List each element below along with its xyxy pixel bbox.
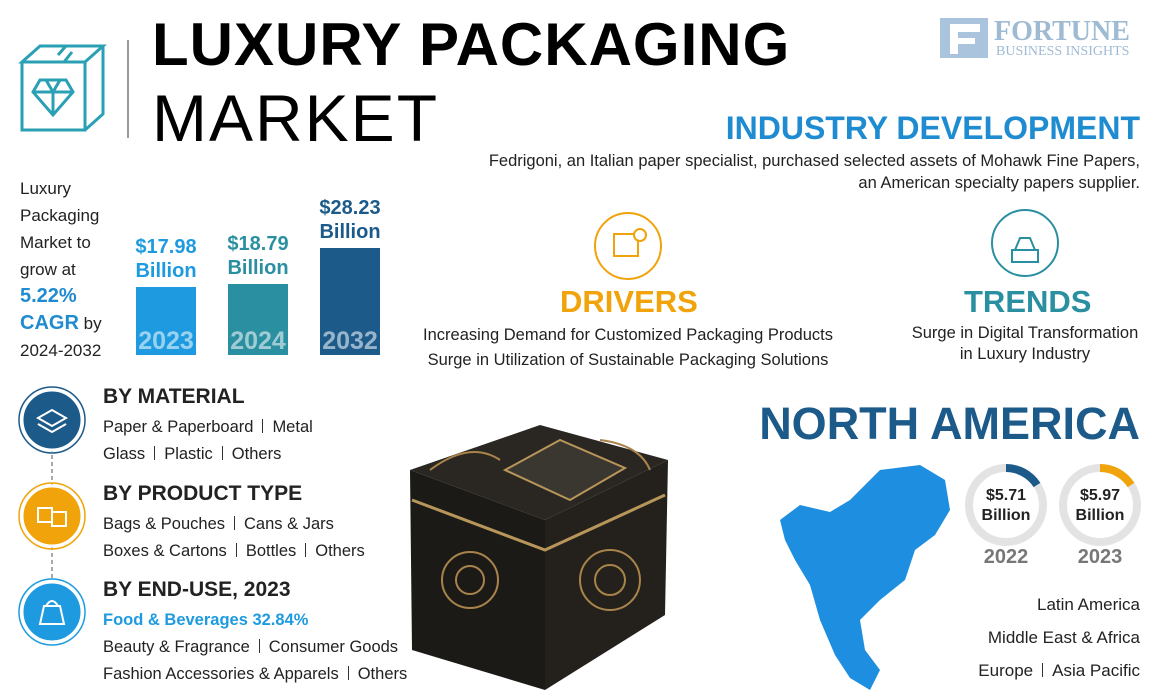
trends-text: Surge in Digital Transformation in Luxur…	[895, 323, 1155, 365]
drivers-icon	[594, 212, 662, 280]
ring-year: 2022	[983, 546, 1029, 568]
period: 2024-2032	[20, 341, 102, 360]
drivers-list: Increasing Demand for Customized Packagi…	[418, 323, 838, 373]
section-title: NORTH AMERICA	[759, 398, 1140, 449]
segment-line: Boxes & Cartons Bottles Others	[103, 542, 365, 561]
segment-item: Paper & Paperboard	[103, 418, 254, 436]
segment-item: Bottles	[245, 542, 297, 560]
segment-item: Glass	[103, 445, 146, 463]
separator	[347, 666, 349, 680]
section-title: INDUSTRY DEVELOPMENT	[725, 110, 1140, 146]
segment-item: Others	[231, 445, 282, 463]
segment-line: Fashion Accessories & Apparels Others	[103, 665, 407, 684]
rings	[965, 464, 1141, 546]
section-title: DRIVERS	[560, 284, 698, 319]
separator	[235, 543, 237, 557]
text: by	[83, 314, 102, 333]
region: Latin America	[1037, 595, 1140, 614]
value-label: $18.79 Billion	[227, 232, 289, 279]
brand-sub: BUSINESS INSIGHTS	[996, 44, 1130, 59]
bar-year: 2032	[322, 327, 378, 355]
title: LUXURY PACKAGING	[152, 11, 791, 78]
segment-item: Others	[357, 665, 408, 683]
segment-title: BY PRODUCT TYPE	[103, 482, 303, 505]
bar	[320, 247, 380, 355]
segment-line: Glass Plastic Others	[103, 445, 281, 464]
value-label: $28.23 Billion	[319, 196, 381, 243]
box-icon	[18, 44, 107, 132]
segment-line: Beauty & Fragrance Consumer Goods	[103, 638, 398, 657]
region-line: Latin America	[1037, 595, 1140, 615]
text-line: grow at	[20, 260, 76, 279]
segment-line: Bags & Pouches Cans & Jars	[103, 515, 334, 534]
bar-year: 2024	[230, 327, 286, 355]
driver: Surge in Utilization of Sustainable Pack…	[427, 351, 829, 369]
text-line: Market to	[20, 233, 91, 252]
segment-item: Others	[315, 542, 365, 560]
separator	[1042, 663, 1044, 677]
segment-item: Fashion Accessories & Apparels	[103, 665, 339, 683]
segment-item: Bags & Pouches	[103, 515, 225, 533]
bar-year: 2023	[138, 327, 194, 355]
segment-item: Cans & Jars	[244, 515, 334, 533]
text-line: Packaging	[20, 206, 100, 225]
cagr-label: CAGR	[20, 312, 79, 334]
text-line: Surge in Digital Transformation	[911, 324, 1139, 342]
separator	[154, 446, 156, 460]
separator	[258, 639, 260, 653]
segment-icons	[18, 386, 86, 646]
region: Europe	[978, 661, 1034, 680]
bar	[136, 286, 196, 355]
region: Asia Pacific	[1052, 661, 1140, 680]
separator	[262, 419, 264, 433]
segment-item: Beauty & Fragrance	[103, 638, 250, 656]
separator	[234, 516, 235, 530]
region: Middle East & Africa	[987, 628, 1140, 647]
text-line: Luxury	[20, 179, 72, 198]
trends-icon	[991, 209, 1059, 277]
ring-year: 2023	[1077, 546, 1123, 568]
text-line: an American specialty papers supplier.	[858, 174, 1140, 192]
segment-item: Boxes & Cartons	[103, 542, 227, 560]
segment-line: Paper & Paperboard Metal	[103, 418, 313, 437]
ring-label: $5.97 Billion	[1075, 487, 1125, 524]
separator	[305, 543, 307, 557]
brand: FORTUNE	[994, 16, 1130, 47]
region-line: Europe Asia Pacific	[978, 661, 1140, 681]
value-label: $17.98 Billion	[135, 235, 197, 282]
section-title: TRENDS	[964, 284, 1092, 319]
bar	[228, 283, 288, 355]
segment-highlight: Food & Beverages 32.84%	[103, 611, 309, 629]
luxury-box-image	[410, 425, 668, 690]
separator	[221, 446, 223, 460]
growth-text: Luxury Packaging Market to grow at 5.22%…	[20, 175, 102, 364]
north-america-map	[780, 465, 950, 690]
ring-label: $5.71 Billion	[981, 487, 1031, 524]
segment-title: BY END-USE, 2023	[103, 578, 291, 601]
segment-item: Plastic	[164, 445, 213, 463]
region-line: Middle East & Africa	[988, 628, 1140, 648]
segment-item: Metal	[272, 418, 313, 436]
text-line: in Luxury Industry	[959, 345, 1091, 363]
segment-item: Consumer Goods	[268, 638, 399, 656]
cagr: 5.22%	[20, 285, 77, 307]
driver: Increasing Demand for Customized Packagi…	[423, 326, 833, 344]
segment-title: BY MATERIAL	[103, 385, 245, 408]
text-line: Fedrigoni, an Italian paper specialist, …	[488, 152, 1140, 170]
title: MARKET	[152, 81, 440, 155]
industry-text: Fedrigoni, an Italian paper specialist, …	[489, 150, 1140, 194]
